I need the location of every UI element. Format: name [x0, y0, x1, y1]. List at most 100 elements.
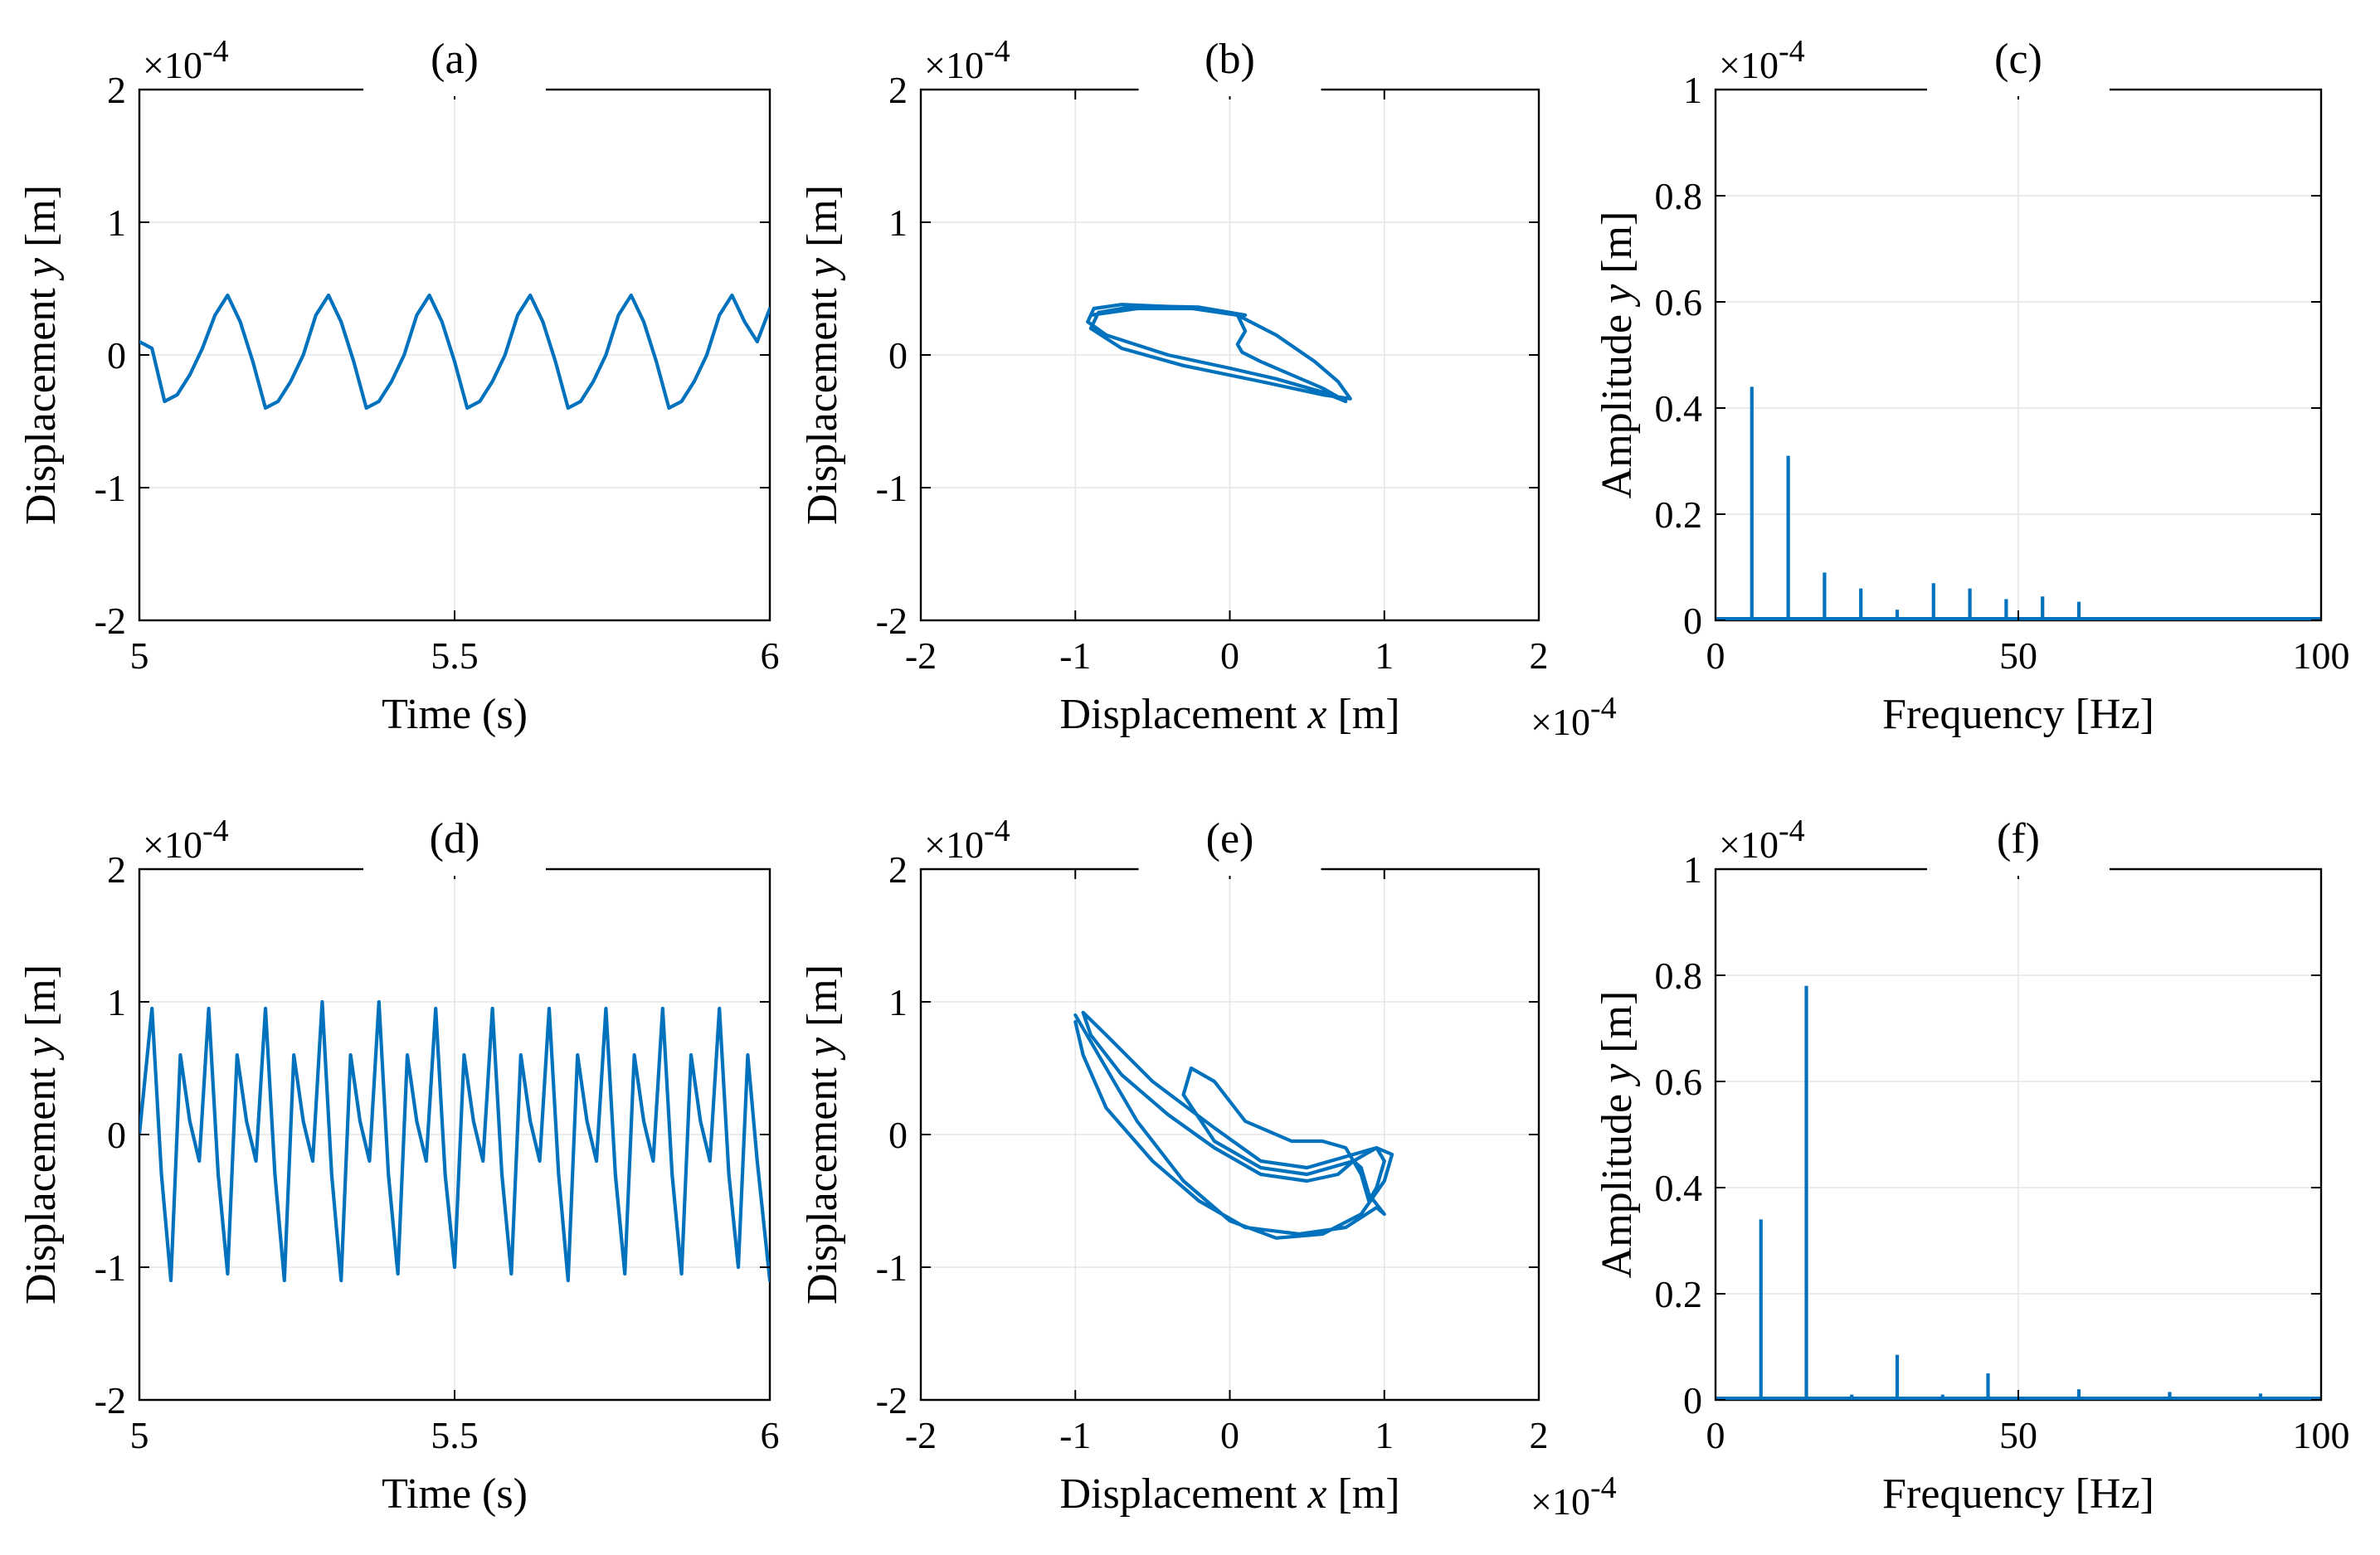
x-axis-label: Time (s): [382, 691, 528, 738]
y-tick-label: 0: [888, 334, 908, 377]
y-tick-label: 0.2: [1655, 493, 1703, 536]
title-mask: [363, 83, 546, 96]
x-tick-label: 5.5: [431, 634, 479, 677]
y-tick-label: 1: [107, 202, 126, 244]
y-tick-label: 2: [888, 848, 908, 891]
y-axis-label: Amplitude y [m]: [1594, 211, 1641, 499]
y-exponent: ×10-4: [143, 814, 229, 866]
x-exponent: ×10-4: [1531, 691, 1617, 743]
x-tick-label: 5: [130, 634, 149, 677]
panel-label: (a): [431, 36, 479, 83]
y-tick-label: 2: [107, 848, 126, 891]
y-axis-label: Displacement y [m]: [799, 965, 846, 1305]
y-axis-label: Displacement y [m]: [17, 965, 65, 1305]
y-tick-label: -1: [95, 467, 126, 509]
x-tick-label: -2: [905, 1414, 937, 1456]
panel-f: 0 50 100 0 0.2 0.4 0.6 0.8 1 ×10-4 (f) Frequency [H…: [1594, 814, 2350, 1518]
panel-label: (f): [1997, 815, 2040, 863]
series-line-e: [1073, 1010, 1394, 1240]
y-tick-label: -2: [95, 1379, 126, 1421]
x-tick-label: 1: [1375, 1414, 1394, 1456]
panel-label: (d): [430, 815, 480, 863]
x-exponent: ×10-4: [1531, 1470, 1617, 1523]
y-tick-label: 1: [888, 981, 908, 1023]
y-tick-label: 0.6: [1655, 1061, 1703, 1103]
x-tick-label: 2: [1530, 1414, 1549, 1456]
y-tick-label: 1: [1683, 69, 1702, 111]
x-tick-label: 0: [1220, 1414, 1239, 1456]
y-tick-label: 0.2: [1655, 1273, 1703, 1315]
panel-c: 0 50 100 0 0.2 0.4 0.6 0.8 1 ×10-4 (c) Frequency [H…: [1594, 34, 2350, 738]
x-tick-label: 6: [761, 1414, 780, 1456]
y-tick-label: -1: [95, 1246, 126, 1289]
y-tick-label: 0.8: [1655, 175, 1703, 217]
x-tick-label: 0: [1706, 634, 1725, 677]
x-axis-label: Frequency [Hz]: [1882, 1470, 2154, 1518]
x-axis-label: Displacement x [m]: [1059, 691, 1399, 738]
x-tick-label: 6: [761, 634, 780, 677]
x-tick-label: 1: [1375, 634, 1394, 677]
y-tick-label: 2: [888, 69, 908, 111]
y-exponent: ×10-4: [924, 814, 1010, 866]
x-tick-label: 50: [1999, 1414, 2037, 1456]
title-mask: [1927, 863, 2110, 876]
y-exponent: ×10-4: [1719, 814, 1805, 866]
x-tick-label: 100: [2293, 634, 2350, 677]
y-tick-label: -2: [876, 600, 908, 642]
y-tick-label: 1: [107, 981, 126, 1023]
series-line-a: [139, 293, 770, 411]
data-layer-a: [139, 293, 770, 411]
x-axis-label: Time (s): [382, 1470, 528, 1518]
series-line-d: [139, 999, 770, 1283]
y-tick-label: 1: [1683, 848, 1702, 891]
y-tick-label: 0: [107, 334, 126, 377]
x-tick-label: 0: [1706, 1414, 1725, 1456]
y-tick-label: -2: [95, 600, 126, 642]
y-tick-label: 0: [888, 1114, 908, 1156]
y-exponent: ×10-4: [924, 34, 1010, 86]
y-tick-label: -1: [876, 467, 908, 509]
y-tick-label: -1: [876, 1246, 908, 1289]
y-axis-label: Amplitude y [m]: [1594, 991, 1641, 1279]
x-tick-label: 5: [130, 1414, 149, 1456]
y-exponent: ×10-4: [1719, 34, 1805, 86]
x-tick-label: -1: [1059, 634, 1091, 677]
title-mask: [363, 863, 546, 876]
panel-label: (e): [1206, 815, 1254, 863]
x-tick-label: 100: [2293, 1414, 2350, 1456]
x-tick-label: -1: [1059, 1414, 1091, 1456]
y-axis-label: Displacement y [m]: [799, 185, 846, 525]
x-tick-label: 2: [1530, 634, 1549, 677]
x-tick-label: -2: [905, 634, 937, 677]
x-tick-label: 50: [1999, 634, 2037, 677]
x-axis-label: Displacement x [m]: [1059, 1470, 1399, 1518]
panel-label: (b): [1205, 36, 1255, 83]
y-tick-label: 0: [107, 1114, 126, 1156]
panel-e: -2 -1 0 1 2 -2 -1 0 1 2 ×10-4 ×10-4 (e) Displacement …: [799, 814, 1617, 1523]
panel-a: 5 5.5 6 -2 -1 0 1 2 ×10-4 (a) Time (s) Displacement…: [17, 34, 780, 738]
panel-label: (c): [1994, 36, 2042, 83]
x-tick-label: 5.5: [431, 1414, 479, 1456]
y-axis-label: Displacement y [m]: [17, 185, 65, 525]
data-layer-e: [1073, 1010, 1394, 1240]
y-tick-label: 0.8: [1655, 955, 1703, 997]
y-tick-label: 0.4: [1655, 1167, 1703, 1209]
y-tick-label: 2: [107, 69, 126, 111]
panel-d: 5 5.5 6 -2 -1 0 1 2 ×10-4 (d) Time (s) Displacement…: [17, 814, 780, 1518]
title-mask: [1927, 83, 2110, 96]
y-tick-label: 0: [1683, 600, 1702, 642]
title-mask: [1138, 83, 1321, 96]
x-tick-label: 0: [1220, 634, 1239, 677]
title-mask: [1138, 863, 1321, 876]
y-tick-label: 0.6: [1655, 281, 1703, 323]
panel-b: -2 -1 0 1 2 -2 -1 0 1 2 ×10-4 ×10-4 (b) Displacement …: [799, 34, 1617, 743]
y-tick-label: 0: [1683, 1379, 1702, 1421]
x-axis-label: Frequency [Hz]: [1882, 691, 2154, 738]
y-tick-label: 1: [888, 202, 908, 244]
y-tick-label: 0.4: [1655, 387, 1703, 430]
series-line-b: [1086, 303, 1352, 404]
y-tick-label: -2: [876, 1379, 908, 1421]
data-layer-b: [1086, 303, 1352, 404]
y-exponent: ×10-4: [143, 34, 229, 86]
